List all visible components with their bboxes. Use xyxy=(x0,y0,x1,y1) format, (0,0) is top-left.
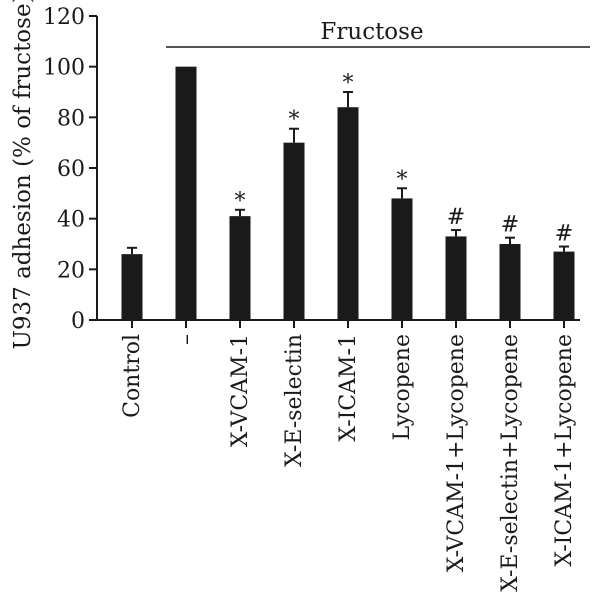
bar xyxy=(553,251,575,320)
bar xyxy=(175,66,197,321)
x-category-label: X-E-selectin+Lycopene xyxy=(498,334,523,592)
significance-marker: * xyxy=(289,108,300,133)
bar xyxy=(283,142,305,320)
fructose-group-label: Fructose xyxy=(320,19,423,45)
y-tick-label: 40 xyxy=(57,208,85,233)
x-category-label: X-VCAM-1+Lycopene xyxy=(444,334,469,572)
bar xyxy=(121,254,143,320)
x-category-label: – xyxy=(174,334,199,345)
bar xyxy=(337,107,359,320)
bar xyxy=(229,216,251,320)
significance-marker: * xyxy=(235,189,246,214)
bar xyxy=(391,198,413,320)
significance-marker: # xyxy=(501,213,519,238)
y-tick-label: 20 xyxy=(57,258,85,283)
x-category-label: X-E-selectin xyxy=(282,334,307,467)
x-category-label: Control xyxy=(120,334,145,418)
x-category-label: X-VCAM-1 xyxy=(228,334,253,447)
bars xyxy=(121,66,575,321)
significance-marker: * xyxy=(397,167,408,192)
y-tick-label: 120 xyxy=(43,5,85,30)
x-category-label: X-ICAM-1 xyxy=(336,334,361,442)
x-category-label: X-ICAM-1+Lycopene xyxy=(552,334,577,567)
y-tick-label: 80 xyxy=(57,106,85,131)
y-tick-label: 0 xyxy=(71,309,85,334)
y-axis-label: U937 adhesion (% of fructose) xyxy=(10,0,36,350)
y-tick-label: 60 xyxy=(57,157,85,182)
x-category-label: Lycopene xyxy=(390,334,415,441)
significance-marker: # xyxy=(447,205,465,230)
significance-marker: * xyxy=(343,71,354,96)
significance-marker: # xyxy=(555,222,573,247)
bar xyxy=(499,244,521,320)
labels: 0 20 40 60 80 100 120 Control – * X-VCAM-1 * X-E-sel… xyxy=(43,5,577,592)
y-tick-label: 100 xyxy=(43,56,85,81)
bar xyxy=(445,236,467,320)
